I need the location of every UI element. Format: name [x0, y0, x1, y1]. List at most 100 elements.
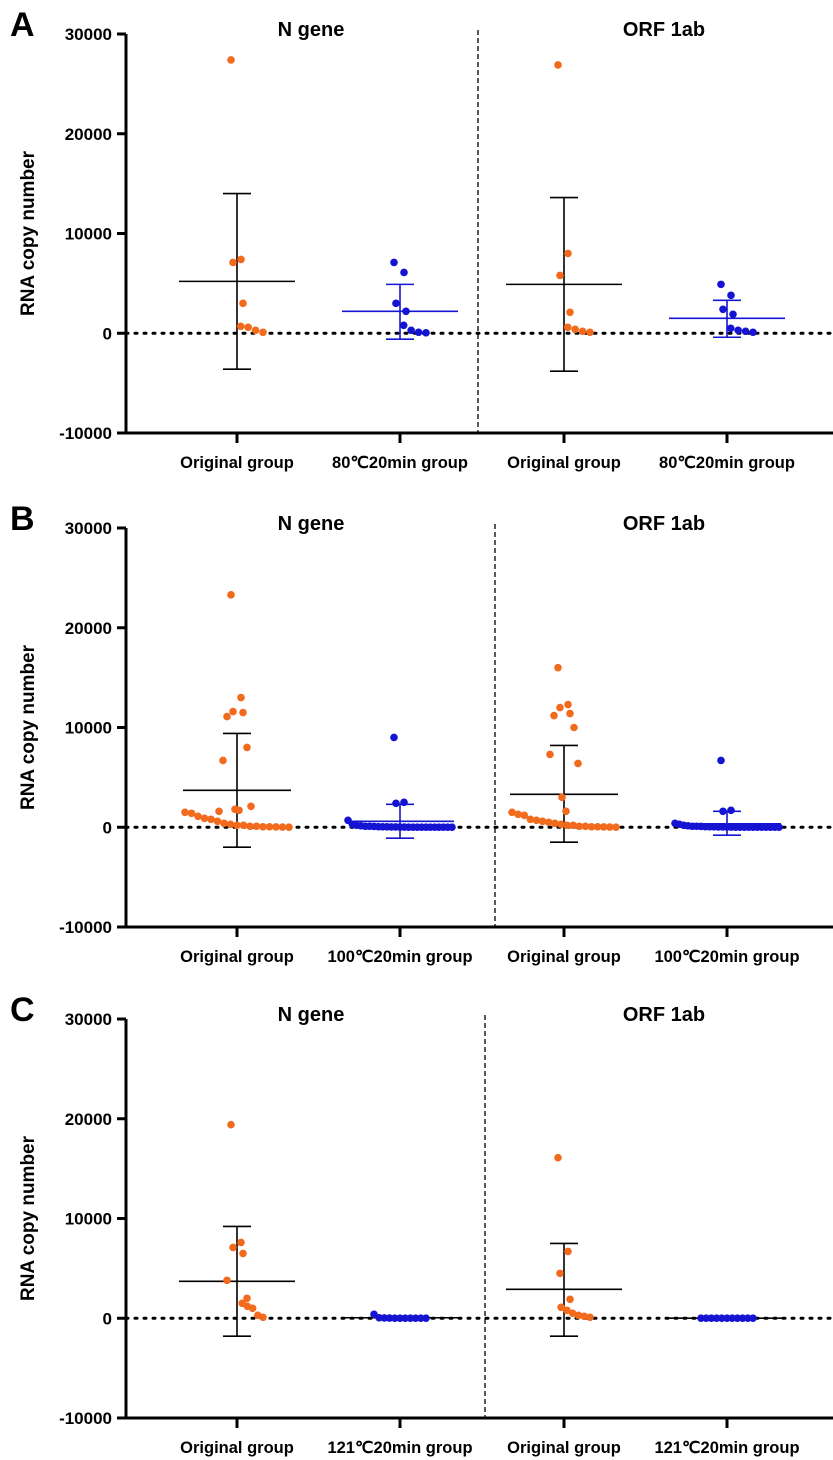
data-point [236, 322, 245, 331]
x-tick-label: Original group [180, 948, 294, 966]
data-point [554, 61, 562, 69]
data-point [227, 591, 235, 599]
data-point [697, 1314, 705, 1322]
y-tick-label: 0 [103, 324, 112, 343]
data-point [593, 822, 602, 831]
panel-A: A RNA copy number 30000 20000 10000 0 -10000 N … [10, 6, 833, 472]
data-point [563, 1306, 571, 1315]
data-point [251, 326, 260, 335]
data-point [719, 807, 727, 816]
data-point [557, 1303, 565, 1312]
data-point [578, 327, 587, 336]
y-tick-label: -10000 [59, 1409, 112, 1428]
y-tick-label: -10000 [59, 918, 112, 937]
data-point [239, 821, 248, 830]
data-point [718, 1314, 726, 1322]
data-point [187, 809, 196, 818]
y-axis-label: RNA copy number [18, 644, 39, 810]
data-point [278, 823, 287, 831]
y-tick-label: 10000 [65, 719, 112, 738]
section-title: N gene [278, 1004, 345, 1026]
data-point [248, 1304, 257, 1313]
data-point [554, 663, 562, 672]
data-point [239, 708, 247, 717]
x-tick-label: Original group [180, 454, 294, 472]
data-point [564, 700, 572, 709]
y-tick-label: -10000 [59, 424, 112, 443]
y-tick-label: 20000 [65, 125, 112, 144]
data-point [586, 328, 594, 337]
data-point [733, 1314, 742, 1322]
data-point [526, 815, 535, 824]
data-point [514, 810, 522, 819]
panel-letter: C [10, 991, 35, 1029]
data-point [717, 756, 725, 765]
data-point [392, 299, 400, 308]
y-axis-label: RNA copy number [18, 150, 39, 316]
x-tick-label: Original group [507, 1439, 621, 1457]
data-point [749, 1314, 757, 1322]
data-point [574, 759, 582, 768]
data-point [727, 806, 735, 815]
y-tick-label: 30000 [65, 519, 112, 538]
data-point [749, 328, 757, 337]
data-point [237, 255, 245, 264]
data-point [587, 822, 596, 831]
data-point [738, 1314, 747, 1322]
data-point [417, 1314, 425, 1322]
data-point [407, 326, 415, 335]
data-point [726, 324, 735, 333]
panel-letter: A [10, 6, 35, 44]
data-point [233, 821, 241, 830]
data-point [550, 711, 558, 720]
x-tick-label: 121℃20min group [654, 1439, 799, 1457]
data-point [719, 305, 727, 314]
data-point [259, 1313, 267, 1322]
panel-C: C RNA copy number 30000 20000 10000 0 -10000 N … [10, 991, 833, 1457]
data-point [544, 818, 553, 827]
data-point [566, 308, 574, 317]
y-tick-label: 10000 [65, 225, 112, 244]
data-point [557, 820, 565, 829]
data-point [246, 822, 254, 831]
data-point [566, 709, 574, 718]
data-point [399, 321, 408, 330]
data-point [390, 733, 398, 742]
x-tick-label: Original group [507, 948, 621, 966]
section-title: ORF 1ab [623, 19, 705, 41]
y-tick-label: 20000 [65, 1110, 112, 1129]
data-point [574, 1311, 583, 1320]
data-point [259, 328, 267, 337]
data-point [712, 1314, 721, 1322]
data-point [775, 823, 783, 832]
data-point [400, 268, 408, 277]
x-tick-label: Original group [180, 1439, 294, 1457]
data-point [566, 1295, 574, 1304]
data-point [568, 1309, 577, 1318]
data-point [390, 258, 398, 267]
data-point [448, 823, 456, 832]
data-point [220, 819, 228, 828]
panel-letter: B [10, 500, 35, 538]
data-point [744, 1314, 752, 1322]
data-point [194, 812, 202, 821]
data-point [213, 817, 222, 826]
data-point [538, 817, 547, 826]
data-point [556, 271, 564, 280]
data-point [520, 811, 529, 820]
data-point [223, 1276, 231, 1285]
data-point [564, 1247, 572, 1256]
section-title: ORF 1ab [623, 513, 705, 535]
data-point [239, 299, 247, 308]
x-tick-label: 80℃20min group [659, 454, 795, 472]
section-title: ORF 1ab [623, 1004, 705, 1026]
x-tick-label: 100℃20min group [654, 948, 799, 966]
data-point [401, 1314, 410, 1322]
data-point [223, 712, 231, 721]
data-point [227, 56, 235, 64]
data-point [546, 750, 554, 759]
data-point [400, 798, 408, 807]
data-point [728, 1314, 736, 1322]
data-point [581, 822, 590, 831]
